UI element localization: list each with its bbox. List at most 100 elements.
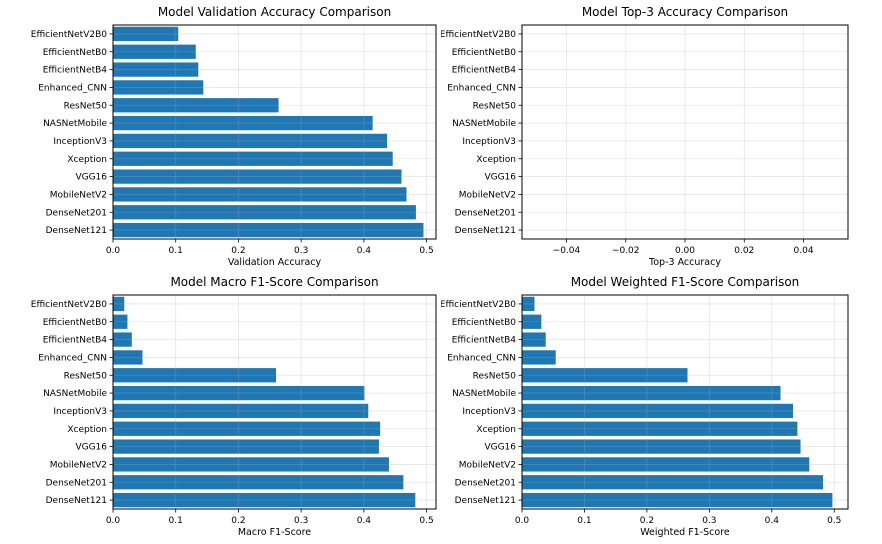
x-tick-label: 0.0: [106, 246, 121, 256]
y-tick-label: Xception: [67, 155, 107, 165]
y-tick-label: DenseNet121: [46, 496, 107, 506]
subplot-top3-accuracy: EfficientNetV2B0 EfficientNetB0 EfficientN…: [440, 0, 882, 270]
x-tick-label: 0.0: [106, 516, 121, 526]
y-tick-label: NASNetMobile: [452, 119, 516, 129]
y-tick-label: Enhanced_CNN: [38, 83, 107, 93]
y-tick-label: InceptionV3: [462, 407, 516, 417]
y-tick-label: DenseNet121: [46, 226, 107, 236]
y-tick-label: VGG16: [484, 173, 516, 183]
y-tick-label: DenseNet201: [46, 478, 107, 488]
y-tick-label: MobileNetV2: [459, 460, 516, 470]
x-tick-label: 0.5: [419, 516, 433, 526]
bar-EfficientNetB0: [522, 314, 542, 329]
x-tick-label: 0.5: [419, 246, 433, 256]
y-tick-label: DenseNet121: [455, 496, 516, 506]
x-tick-label: 0.1: [169, 246, 183, 256]
y-tick-label: ResNet50: [473, 371, 517, 381]
bar-Xception: [522, 421, 798, 436]
bar-EfficientNetB0: [113, 44, 196, 59]
weighted-f1-chart-canvas: EfficientNetV2B0 EfficientNetB0 EfficientN…: [440, 275, 849, 538]
x-tick-label: 0.2: [231, 516, 245, 526]
bar-EfficientNetV2B0: [113, 26, 179, 42]
bar-ResNet50: [113, 368, 277, 383]
bar-InceptionV3: [522, 403, 794, 419]
x-tick-label: 0.1: [577, 516, 591, 526]
bar-Enhanced_CNN: [113, 350, 143, 365]
bar-MobileNetV2: [113, 187, 407, 202]
y-tick-label: EfficientNetV2B0: [31, 30, 107, 40]
bar-InceptionV3: [113, 403, 369, 419]
x-tick-label: 0.4: [357, 246, 372, 256]
plot-border: [112, 294, 437, 510]
bar-DenseNet201: [113, 475, 404, 490]
bar-EfficientNetV2B0: [113, 296, 125, 312]
chart-title: Model Top-3 Accuracy Comparison: [582, 5, 788, 19]
y-tick-label: Xception: [476, 155, 516, 165]
subplot-macro-f1: EfficientNetV2B0 EfficientNetB0 EfficientN…: [0, 270, 441, 540]
x-tick-label: 0.0: [515, 516, 530, 526]
y-tick-label: DenseNet201: [455, 208, 516, 218]
x-tick-label: 0.2: [231, 246, 245, 256]
y-tick-label: EfficientNetB4: [452, 66, 517, 76]
y-tick-label: EfficientNetB0: [452, 48, 517, 58]
y-tick-label: EfficientNetV2B0: [441, 300, 516, 310]
x-tick-label: 0.4: [765, 516, 780, 526]
x-axis-label: Top-3 Accuracy: [648, 257, 721, 268]
y-tick-label: EfficientNetV2B0: [31, 300, 107, 310]
bar-NASNetMobile: [113, 385, 365, 401]
bar-VGG16: [113, 169, 402, 184]
y-tick-label: NASNetMobile: [43, 389, 107, 399]
y-tick-label: VGG16: [484, 443, 516, 453]
bar-Enhanced_CNN: [522, 350, 556, 365]
y-tick-label: ResNet50: [473, 101, 517, 111]
bar-NASNetMobile: [113, 115, 373, 131]
bar-EfficientNetV2B0: [522, 296, 535, 312]
y-tick-label: InceptionV3: [462, 137, 516, 147]
x-tick-label: 0.1: [169, 516, 183, 526]
bar-DenseNet121: [113, 222, 424, 238]
y-tick-label: MobileNetV2: [459, 190, 516, 200]
y-tick-label: DenseNet201: [455, 478, 516, 488]
x-tick-label: −0.04: [553, 246, 581, 256]
y-tick-label: EfficientNetB0: [452, 318, 517, 328]
plot-border: [521, 294, 849, 510]
chart-title: Model Validation Accuracy Comparison: [158, 5, 391, 19]
y-tick-label: Enhanced_CNN: [447, 353, 516, 363]
x-tick-label: 0.3: [294, 246, 308, 256]
macro-f1-chart-canvas: EfficientNetV2B0 EfficientNetB0 EfficientN…: [31, 275, 437, 538]
bar-InceptionV3: [113, 133, 388, 149]
x-tick-label: 0.04: [794, 246, 814, 256]
x-tick-label: 0.5: [827, 516, 841, 526]
y-tick-label: EfficientNetB4: [43, 336, 108, 346]
x-axis-label: Macro F1-Score: [238, 527, 311, 538]
bar-NASNetMobile: [522, 385, 781, 401]
y-tick-label: VGG16: [75, 173, 107, 183]
y-tick-label: EfficientNetV2B0: [441, 30, 516, 40]
y-tick-label: MobileNetV2: [50, 460, 107, 470]
y-tick-label: MobileNetV2: [50, 190, 107, 200]
bar-EfficientNetB4: [113, 62, 199, 77]
chart-title: Model Macro F1-Score Comparison: [170, 275, 378, 289]
bar-DenseNet201: [113, 205, 416, 220]
y-tick-label: Enhanced_CNN: [447, 83, 516, 93]
x-tick-label: 0.2: [640, 516, 654, 526]
bar-EfficientNetB4: [113, 332, 132, 347]
bar-MobileNetV2: [113, 457, 389, 472]
x-axis-label: Validation Accuracy: [228, 257, 322, 268]
x-tick-label: 0.02: [734, 246, 754, 256]
y-tick-label: Xception: [67, 425, 107, 435]
y-tick-label: DenseNet201: [46, 208, 107, 218]
chart-title: Model Weighted F1-Score Comparison: [571, 275, 800, 289]
x-tick-label: 0.4: [357, 516, 372, 526]
bar-ResNet50: [522, 368, 688, 383]
bar-DenseNet121: [113, 492, 416, 508]
bar-DenseNet121: [522, 492, 833, 508]
bar-VGG16: [522, 439, 801, 454]
y-tick-label: Xception: [476, 425, 516, 435]
y-tick-label: EfficientNetB4: [43, 66, 108, 76]
subplot-validation-accuracy: EfficientNetV2B0 EfficientNetB0 EfficientN…: [0, 0, 441, 270]
bar-ResNet50: [113, 98, 279, 113]
y-tick-label: EfficientNetB0: [43, 48, 108, 58]
top3-accuracy-chart-canvas: EfficientNetV2B0 EfficientNetB0 EfficientN…: [440, 5, 849, 268]
